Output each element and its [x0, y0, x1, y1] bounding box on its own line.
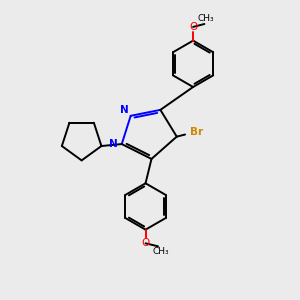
Text: CH₃: CH₃	[152, 247, 169, 256]
Text: N: N	[109, 139, 118, 149]
Text: Br: Br	[190, 127, 203, 137]
Text: O: O	[141, 238, 150, 248]
Text: N: N	[120, 106, 128, 116]
Text: O: O	[189, 22, 197, 32]
Text: CH₃: CH₃	[198, 14, 214, 23]
